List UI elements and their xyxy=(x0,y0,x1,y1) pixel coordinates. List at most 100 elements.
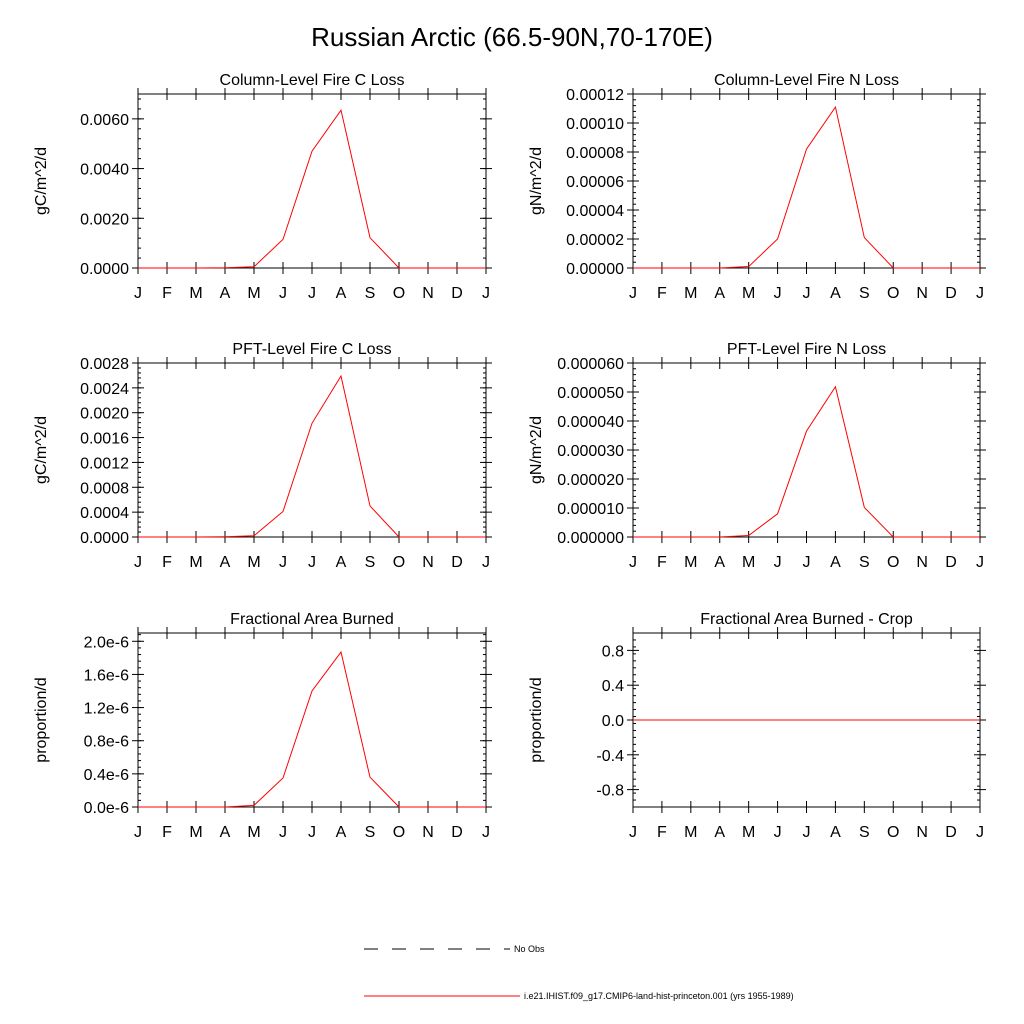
x-tick-label: F xyxy=(162,824,172,841)
y-tick-label: 0.00002 xyxy=(566,232,624,249)
y-axis-label: proportion/d xyxy=(33,677,50,762)
x-tick-label: J xyxy=(976,285,984,302)
x-tick-label: J xyxy=(774,554,782,571)
x-tick-label: O xyxy=(393,554,405,571)
x-tick-label: A xyxy=(714,554,725,571)
x-tick-label: J xyxy=(134,554,142,571)
x-tick-label: A xyxy=(220,285,231,302)
y-tick-label: 0.0024 xyxy=(80,381,129,398)
x-tick-label: J xyxy=(482,285,490,302)
y-tick-label: 0.4e-6 xyxy=(84,767,129,784)
y-axis-label: gN/m^2/d xyxy=(528,147,545,215)
x-tick-label: N xyxy=(422,285,434,302)
x-tick-label: A xyxy=(714,285,725,302)
y-tick-label: 0.000020 xyxy=(557,472,624,489)
x-tick-label: J xyxy=(279,554,287,571)
y-tick-label: 0.8 xyxy=(602,643,624,660)
x-tick-label: M xyxy=(189,554,202,571)
x-tick-label: M xyxy=(684,824,697,841)
x-tick-label: N xyxy=(422,554,434,571)
x-tick-label: M xyxy=(742,824,755,841)
x-tick-label: M xyxy=(684,285,697,302)
y-tick-label: -0.8 xyxy=(596,783,624,800)
series-line xyxy=(138,650,486,808)
x-tick-label: F xyxy=(657,554,667,571)
x-tick-label: F xyxy=(162,285,172,302)
y-tick-label: 0.0e-6 xyxy=(84,800,129,817)
x-tick-label: J xyxy=(482,554,490,571)
y-tick-label: 2.0e-6 xyxy=(84,634,129,651)
x-tick-label: J xyxy=(976,554,984,571)
x-tick-label: O xyxy=(887,824,899,841)
x-tick-label: M xyxy=(742,285,755,302)
x-tick-label: J xyxy=(976,824,984,841)
page-title: Russian Arctic (66.5-90N,70-170E) xyxy=(311,22,713,52)
y-tick-label: 1.6e-6 xyxy=(84,667,129,684)
y-axis-label: gC/m^2/d xyxy=(33,147,50,215)
x-tick-label: J xyxy=(308,554,316,571)
x-tick-label: S xyxy=(859,285,870,302)
y-axis-label: gN/m^2/d xyxy=(528,416,545,484)
x-tick-label: M xyxy=(189,824,202,841)
x-tick-label: J xyxy=(482,824,490,841)
x-tick-label: S xyxy=(365,285,376,302)
x-tick-label: O xyxy=(393,824,405,841)
plot-frame xyxy=(137,362,487,538)
y-tick-label: 0.000050 xyxy=(557,385,624,402)
x-tick-label: S xyxy=(365,824,376,841)
x-tick-label: N xyxy=(916,824,928,841)
y-tick-label: 0.0028 xyxy=(80,356,129,373)
x-tick-label: A xyxy=(220,554,231,571)
y-tick-label: 0.0000 xyxy=(80,261,129,278)
x-tick-label: F xyxy=(657,285,667,302)
y-tick-label: 0.00010 xyxy=(566,116,624,133)
y-tick-label: 0.0008 xyxy=(80,480,129,497)
x-tick-label: O xyxy=(393,285,405,302)
x-tick-label: J xyxy=(774,285,782,302)
y-tick-label: 0.000040 xyxy=(557,414,624,431)
y-tick-label: 0.0004 xyxy=(80,505,129,522)
x-tick-label: N xyxy=(916,554,928,571)
legend: No Obs i.e21.IHIST.f09_g17.CMIP6-land-hi… xyxy=(364,944,794,1001)
x-tick-label: M xyxy=(247,824,260,841)
y-tick-label: 0.0 xyxy=(602,713,624,730)
x-tick-label: J xyxy=(308,285,316,302)
y-tick-label: 0.0020 xyxy=(80,211,129,228)
x-tick-label: D xyxy=(945,554,957,571)
y-axis-label: proportion/d xyxy=(528,677,545,762)
x-tick-label: F xyxy=(657,824,667,841)
x-tick-label: J xyxy=(134,285,142,302)
y-tick-label: 0.0016 xyxy=(80,431,129,448)
y-tick-label: -0.4 xyxy=(596,748,624,765)
plot-frame xyxy=(137,93,487,269)
x-tick-label: J xyxy=(134,824,142,841)
x-tick-label: N xyxy=(916,285,928,302)
x-tick-label: A xyxy=(714,824,725,841)
x-tick-label: A xyxy=(336,554,347,571)
x-tick-label: J xyxy=(803,824,811,841)
x-tick-label: A xyxy=(830,285,841,302)
series-line xyxy=(633,105,980,269)
panel-title: PFT-Level Fire C Loss xyxy=(232,341,391,358)
y-tick-label: 0.000060 xyxy=(557,356,624,373)
x-tick-label: M xyxy=(742,554,755,571)
x-tick-label: O xyxy=(887,554,899,571)
y-tick-label: 0.0040 xyxy=(80,162,129,179)
x-tick-label: D xyxy=(945,285,957,302)
legend-model-label: i.e21.IHIST.f09_g17.CMIP6-land-hist-prin… xyxy=(524,991,794,1001)
x-tick-label: A xyxy=(336,285,347,302)
y-tick-label: 0.00000 xyxy=(566,261,624,278)
x-tick-label: S xyxy=(859,554,870,571)
x-tick-label: O xyxy=(887,285,899,302)
y-tick-label: 0.0000 xyxy=(80,530,129,547)
plot-frame xyxy=(632,362,981,538)
x-tick-label: D xyxy=(451,824,463,841)
x-tick-label: M xyxy=(684,554,697,571)
x-tick-label: J xyxy=(279,285,287,302)
